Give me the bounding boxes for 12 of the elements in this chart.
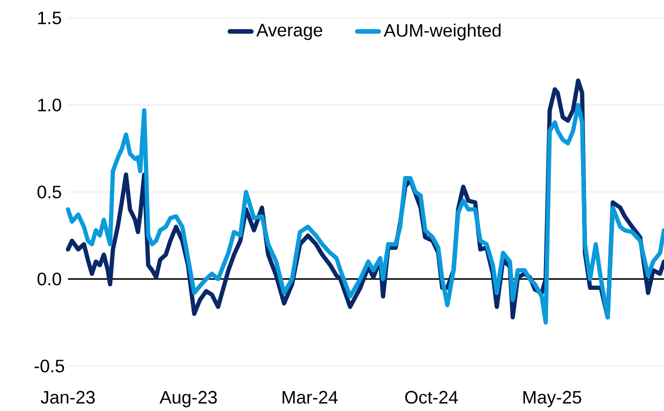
legend-label: Average — [256, 24, 322, 40]
y-tick-label: 1.0 — [38, 98, 62, 112]
legend-label: AUM-weighted — [384, 24, 501, 40]
y-tick-label: 0.0 — [38, 272, 62, 286]
y-tick-label: 1.5 — [38, 12, 62, 24]
x-tick-label: May-25 — [523, 390, 582, 408]
x-tick-label: Aug-23 — [160, 390, 217, 408]
x-tick-label: Jan-23 — [40, 390, 95, 404]
x-tick-label: Mar-24 — [282, 390, 338, 404]
y-tick-label: -0.5 — [34, 360, 64, 372]
x-tick-label: Oct-24 — [405, 390, 458, 404]
y-tick-label: 0.5 — [38, 186, 62, 198]
